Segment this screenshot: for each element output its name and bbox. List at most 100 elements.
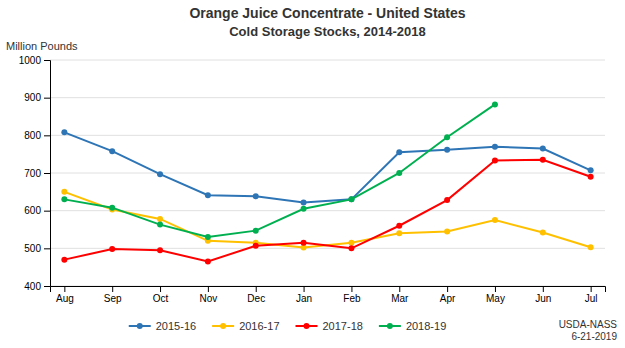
legend-item: 2015-16 [129, 320, 196, 332]
y-axis: 4005006007008009001000 [19, 55, 51, 292]
x-tick-label: Dec [247, 293, 265, 304]
point [205, 234, 211, 240]
point [61, 196, 67, 202]
chart: 4005006007008009001000AugSepOctNovDecJan… [0, 0, 625, 348]
point [61, 129, 67, 135]
y-tick-label: 600 [24, 205, 41, 216]
series-line [64, 160, 590, 262]
x-tick: Sep [104, 286, 122, 304]
x-tick: Dec [247, 286, 265, 304]
legend: 2015-16 2016-17 2017-18 2018-19 [129, 320, 447, 332]
x-tick-mark [112, 286, 113, 292]
x-tick: May [486, 286, 505, 304]
x-axis: AugSepOctNovDecJanFebMarAprMayJunJul [51, 286, 606, 304]
x-tick-mark [208, 286, 209, 292]
point [444, 134, 450, 140]
x-tick-label: Feb [343, 293, 361, 304]
series [61, 189, 593, 251]
y-tick-mark [44, 211, 50, 212]
point [157, 222, 163, 228]
x-tick-label: Aug [56, 293, 74, 304]
x-tick-mark [351, 286, 352, 292]
grid-line [50, 60, 605, 61]
x-tick-label: Nov [199, 293, 217, 304]
x-tick: Mar [391, 286, 409, 304]
y-tick-mark [44, 173, 50, 174]
x-tick-mark [447, 286, 448, 292]
x-tick: Jul [585, 286, 598, 304]
grid [50, 60, 605, 286]
point [253, 243, 259, 249]
x-tick-label: Jan [296, 293, 312, 304]
y-tick-label: 700 [24, 168, 41, 179]
grid-line [50, 97, 605, 98]
grid-line [50, 173, 605, 174]
legend-label: 2017-18 [323, 320, 363, 332]
x-tick-mark [543, 286, 544, 292]
point [492, 101, 498, 107]
x-tick-label: Mar [391, 293, 409, 304]
point [157, 171, 163, 177]
legend-label: 2015-16 [156, 320, 196, 332]
point [253, 193, 259, 199]
legend-item: 2016-17 [212, 320, 279, 332]
y-tick-mark [44, 248, 50, 249]
plot: 4005006007008009001000AugSepOctNovDecJan… [19, 55, 606, 304]
y-tick-mark [44, 286, 50, 287]
point [540, 146, 546, 152]
x-tick-mark [160, 286, 161, 292]
point [540, 157, 546, 163]
point [444, 228, 450, 234]
legend-marker [387, 323, 393, 329]
point [492, 217, 498, 223]
legend-marker [304, 323, 310, 329]
legend-marker [220, 323, 226, 329]
x-tick: Jan [296, 286, 312, 304]
x-tick-label: Apr [440, 293, 456, 304]
title: Orange Juice Concentrate - United States [189, 5, 465, 21]
point [396, 230, 402, 236]
y-tick-label: 1000 [19, 55, 42, 66]
point [492, 144, 498, 150]
y-tick-mark [44, 98, 50, 99]
point [348, 196, 354, 202]
y-tick-mark [44, 60, 50, 61]
point [301, 206, 307, 212]
point [157, 247, 163, 253]
x-tick-label: Jul [585, 293, 598, 304]
annotation: USDA-NASS6-21-2019 [559, 319, 618, 342]
y-tick-label: 500 [24, 243, 41, 254]
series [61, 101, 498, 240]
point [109, 205, 115, 211]
x-tick: Apr [440, 286, 456, 304]
point [61, 257, 67, 263]
annotation-line: 6-21-2019 [571, 331, 617, 342]
x-tick-mark [64, 286, 65, 292]
legend-marker [137, 323, 143, 329]
series-line [64, 132, 590, 202]
y-axis-line [44, 61, 51, 287]
grid-line [50, 210, 605, 211]
marks [61, 101, 593, 264]
x-tick-mark [256, 286, 257, 292]
point [492, 158, 498, 164]
point [205, 259, 211, 265]
y-tick-label: 400 [24, 281, 41, 292]
point [588, 244, 594, 250]
legend-item: 2017-18 [296, 320, 363, 332]
point [205, 192, 211, 198]
point [396, 170, 402, 176]
y-tick: 600 [24, 205, 50, 216]
point [540, 230, 546, 236]
legend-label: 2016-17 [239, 320, 279, 332]
y-tick-mark [44, 135, 50, 136]
point [348, 196, 354, 202]
legend-item: 2018-19 [379, 320, 446, 332]
point [61, 189, 67, 195]
y-label: Million Pounds [6, 40, 78, 52]
point [348, 240, 354, 246]
y-tick: 500 [24, 243, 50, 254]
x-tick-label: Jun [535, 293, 551, 304]
x-tick-label: Sep [104, 293, 122, 304]
point [396, 149, 402, 155]
